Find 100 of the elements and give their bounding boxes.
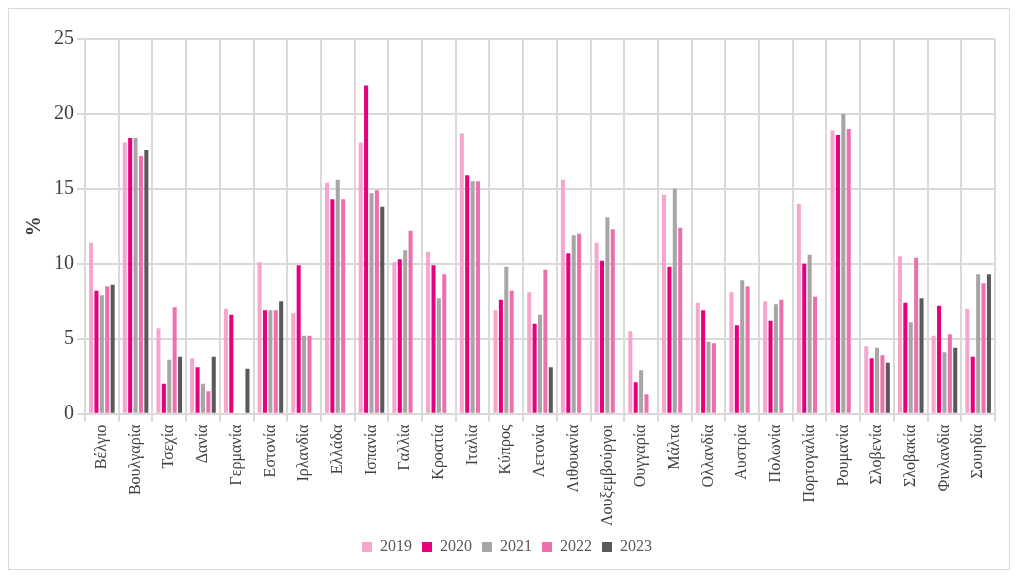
bar (706, 341, 711, 413)
bar (633, 382, 638, 413)
bar (537, 314, 543, 413)
bar (560, 179, 565, 413)
bar (869, 358, 874, 413)
bar (745, 286, 750, 413)
bar (403, 250, 408, 413)
bar (667, 266, 672, 413)
bar (678, 227, 683, 413)
x-tick-label: Φινλανδία (934, 424, 952, 492)
bar (903, 302, 908, 413)
y-tick-label: 25 (54, 26, 74, 49)
bar (431, 265, 436, 413)
bar (543, 269, 548, 413)
bar (986, 274, 991, 413)
bar (273, 310, 278, 413)
bar (190, 358, 195, 413)
bar (628, 331, 633, 413)
x-tick-label: Ελλάδα (327, 424, 345, 475)
bar (156, 328, 161, 413)
bar (257, 262, 262, 413)
bar (99, 295, 104, 413)
bar (426, 251, 431, 413)
bar (970, 356, 975, 413)
bar (133, 137, 138, 413)
bar (144, 149, 149, 413)
bar (459, 133, 464, 413)
x-tick-label: Κροατία (429, 424, 448, 480)
bar (965, 308, 970, 413)
bar (493, 310, 498, 413)
bar (779, 299, 784, 413)
bar (734, 325, 739, 413)
bar (475, 181, 481, 413)
bar (470, 181, 475, 413)
x-tick-label: Βουλγαρία (125, 424, 144, 496)
bar (610, 229, 615, 413)
y-axis-title: % (22, 216, 45, 237)
bar (229, 314, 234, 413)
bar (841, 113, 846, 413)
y-tick-label: 0 (64, 400, 74, 423)
bar (374, 190, 379, 413)
bar (532, 323, 537, 413)
bar (172, 307, 177, 413)
bar (577, 233, 582, 413)
legend-label: 2019 (380, 537, 412, 555)
bar (644, 394, 649, 413)
bar (392, 262, 397, 413)
legend-label: 2021 (500, 537, 532, 555)
bar (953, 347, 958, 413)
bar (195, 367, 200, 413)
x-tick-label: Λιθουανία (563, 424, 581, 493)
bar (773, 304, 778, 413)
x-tick-label: Λετονία (530, 424, 548, 478)
bar (498, 299, 503, 413)
bar (161, 383, 166, 413)
bar (908, 322, 913, 413)
bar (105, 286, 110, 413)
bar (897, 256, 902, 413)
x-tick-label: Ρουμανία (833, 424, 852, 487)
bar (138, 155, 143, 413)
bar (672, 188, 677, 413)
bar (465, 175, 470, 413)
bar (358, 142, 363, 413)
bar (796, 203, 801, 413)
x-tick-label: Ολλανδία (698, 424, 716, 488)
bar (509, 290, 514, 413)
bar (245, 368, 250, 413)
bar (296, 265, 301, 413)
bar (594, 242, 599, 413)
bar (566, 253, 571, 413)
x-tick-label: Βέλγιο (92, 424, 111, 470)
x-tick-label: Ιταλία (462, 424, 480, 466)
bar (122, 142, 127, 413)
bar (763, 301, 768, 413)
y-tick-label: 10 (54, 251, 74, 274)
bar (364, 85, 369, 413)
bar (914, 257, 919, 413)
bar (875, 347, 880, 413)
x-tick-label: Τσεχία (159, 424, 178, 469)
bar (279, 301, 284, 413)
x-tick-label: Αυστρία (732, 424, 751, 480)
bar (976, 274, 981, 413)
bar (408, 230, 413, 413)
x-tick-label: Ουγγαρία (631, 424, 650, 488)
bar (711, 343, 716, 413)
bar (291, 313, 296, 413)
x-tick-label: Σλοβενία (867, 424, 886, 485)
bar (200, 383, 205, 413)
x-tick-label: Λουξεμβούργοι (597, 423, 616, 526)
bar (268, 310, 273, 413)
bar (605, 217, 610, 413)
bar (835, 134, 840, 413)
bar (662, 194, 667, 413)
x-tick-label: Εστονία (260, 424, 278, 478)
bar (942, 352, 947, 413)
bar (262, 310, 267, 413)
bar (341, 199, 346, 413)
bar (813, 296, 818, 413)
bar (324, 182, 330, 413)
x-tick-label: Πορτογαλία (799, 424, 818, 503)
